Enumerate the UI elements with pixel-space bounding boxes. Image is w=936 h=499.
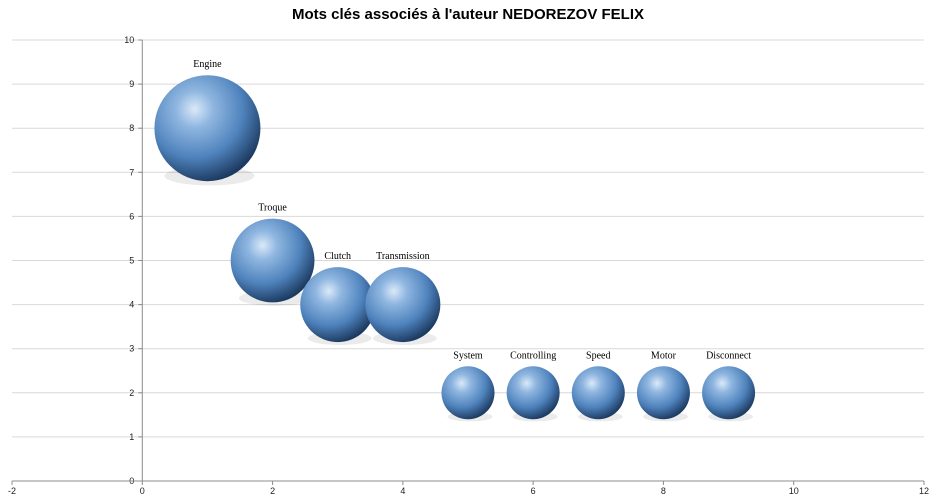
y-tick-label: 7 (129, 167, 134, 177)
x-tick-label: 8 (661, 486, 666, 496)
bubble-system (441, 366, 495, 420)
y-tick-label: 8 (129, 123, 134, 133)
bubble-disconnect (702, 366, 756, 420)
bubble-labels: Engine Troque Clutch Transmission System Cont… (193, 59, 751, 361)
bubble-controlling (506, 366, 560, 420)
y-tick-label: 10 (124, 35, 134, 45)
bubble-label-motor: Motor (651, 350, 677, 361)
bubble-label-transmission: Transmission (376, 251, 430, 262)
bubble-label-disconnect: Disconnect (706, 350, 751, 361)
bubbles (154, 75, 756, 422)
bubble-label-speed: Speed (586, 350, 610, 361)
y-tick-label: 1 (129, 432, 134, 442)
y-tick-label: 9 (129, 79, 134, 89)
x-tick-label: -2 (8, 486, 16, 496)
x-tick-label: 12 (919, 486, 929, 496)
bubble-troque (230, 218, 315, 303)
y-tick-label: 3 (129, 344, 134, 354)
bubble-engine (154, 75, 261, 182)
y-tick-label: 6 (129, 211, 134, 221)
chart-title: Mots clés associés à l'auteur NEDOREZOV … (291, 6, 644, 23)
y-tick-label: 4 (129, 300, 134, 310)
x-tick-label: 4 (400, 486, 405, 496)
bubble-motor (636, 366, 690, 420)
bubble-label-troque: Troque (258, 203, 287, 214)
bubble-speed (571, 366, 625, 420)
bubble-label-clutch: Clutch (324, 251, 351, 262)
bubble-transmission (365, 267, 441, 343)
bubble-label-controlling: Controlling (510, 350, 556, 361)
y-tick-label: 2 (129, 388, 134, 398)
bubble-clutch (300, 267, 376, 343)
bubble-label-system: System (453, 350, 483, 361)
gridlines (12, 39, 924, 438)
x-tick-label: 2 (270, 486, 275, 496)
x-tick-label: 6 (531, 486, 536, 496)
x-tick-label: 10 (789, 486, 799, 496)
x-tick-label: 0 (140, 486, 145, 496)
bubble-label-engine: Engine (193, 59, 222, 70)
y-tick-label: 5 (129, 256, 134, 266)
